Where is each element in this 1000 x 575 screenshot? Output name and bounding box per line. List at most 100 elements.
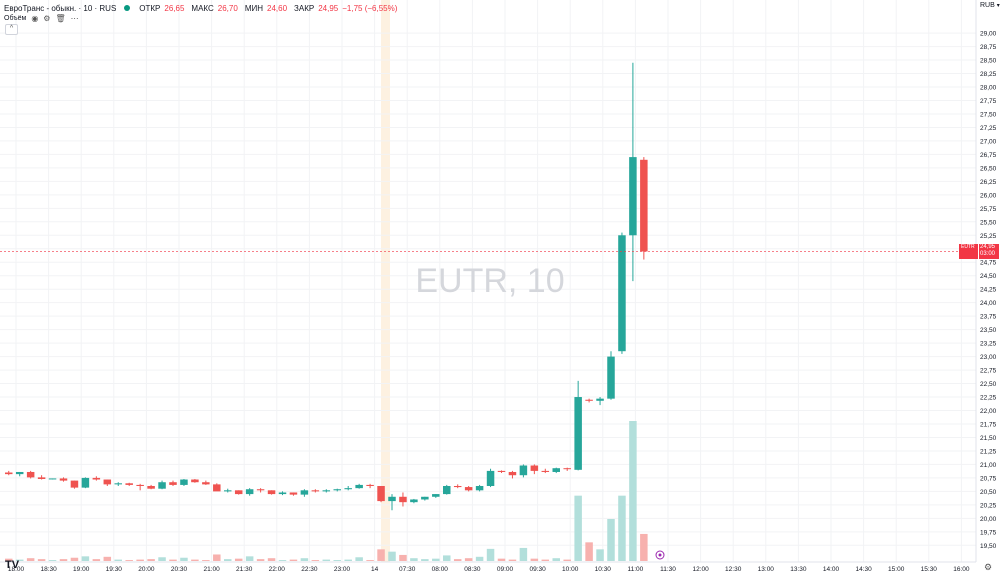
- candle-body: [574, 397, 582, 470]
- time-tick-label: 15:30: [921, 566, 938, 573]
- more-icon[interactable]: ⋯: [70, 13, 79, 23]
- volume-bar: [202, 560, 210, 561]
- volume-bar: [289, 559, 298, 561]
- volume-bar: [59, 559, 68, 561]
- time-tick-label: 22:00: [269, 566, 286, 573]
- collapse-legend-button[interactable]: ^: [5, 24, 18, 35]
- price-tick-label: 24,50: [980, 273, 997, 280]
- volume-legend: Объём ◉ ⚙ 🗑 ⋯: [4, 13, 79, 23]
- price-tick-label: 25,75: [980, 206, 997, 213]
- volume-bar: [92, 559, 101, 561]
- settings-icon[interactable]: ⚙: [43, 13, 51, 23]
- volume-bar: [388, 551, 396, 561]
- price-tick-label: 26,00: [980, 192, 997, 199]
- candle-body: [15, 471, 24, 475]
- volume-bar: [453, 559, 462, 561]
- candle-body: [70, 480, 79, 488]
- candle-body: [26, 471, 35, 478]
- time-tick-label: 11:30: [660, 566, 676, 573]
- candle-body: [322, 490, 331, 492]
- price-tick-label: 22,00: [980, 408, 997, 415]
- price-tick-label: 25,50: [980, 219, 997, 226]
- candle-body: [267, 490, 276, 495]
- volume-bar: [629, 421, 637, 561]
- price-tick-label: 21,75: [980, 421, 997, 428]
- price-tick-label: 22,25: [980, 395, 997, 402]
- candle-body: [256, 489, 265, 491]
- price-tag-symbol: EUTR: [961, 244, 975, 250]
- time-tick-label: 12:00: [692, 566, 709, 573]
- volume-bar: [267, 558, 276, 561]
- time-tick-label: 10:30: [595, 566, 612, 573]
- price-tick-label: 25,25: [980, 233, 997, 240]
- low-label: МИН: [244, 3, 264, 13]
- delete-icon[interactable]: 🗑: [55, 13, 66, 23]
- candle-body: [497, 470, 506, 472]
- symbol-watermark: EUTR, 10: [415, 262, 565, 300]
- candle-body: [443, 485, 451, 495]
- session-break-highlight: [381, 0, 390, 562]
- volume-bar: [508, 559, 517, 561]
- time-tick-label: 13:00: [758, 566, 775, 573]
- volume-bar: [136, 559, 144, 561]
- price-tick-label: 28,25: [980, 71, 997, 78]
- volume-bar: [245, 556, 254, 561]
- symbol-title[interactable]: ЕвроТранс - обыкн. · 10 · RUS: [4, 3, 117, 13]
- open-label: ОТКР: [139, 3, 161, 13]
- candle-body: [640, 159, 648, 252]
- volume-bar: [596, 549, 604, 561]
- chart-settings-icon[interactable]: ⚙: [984, 562, 993, 572]
- volume-bar: [410, 558, 418, 561]
- candle-body: [92, 477, 101, 480]
- candle-body: [410, 499, 418, 503]
- volume-bar: [224, 559, 232, 561]
- volume-bar: [48, 560, 57, 561]
- price-tick-label: 20,50: [980, 489, 997, 496]
- time-axis[interactable]: 18:00 18:30 19:00 19:30 20:00 20:30 21:00 21:30…: [8, 566, 970, 573]
- currency-selector[interactable]: RUB ▾: [980, 2, 1000, 9]
- eye-icon[interactable]: ◉: [31, 13, 39, 23]
- change-value: −1,75 (−6,55%): [342, 3, 398, 13]
- price-axis[interactable]: 29,00 28,75 28,50 28,25 28,00 27,75 27,50 27,25…: [980, 31, 997, 550]
- volume-bar: [147, 559, 155, 561]
- time-tick-label: 10:00: [562, 566, 579, 573]
- candle-body: [399, 496, 407, 503]
- volume-label[interactable]: Объём: [4, 14, 27, 22]
- candle-body: [530, 465, 539, 471]
- candle-body: [37, 477, 46, 479]
- close-label: ЗАКР: [294, 3, 315, 13]
- volume-bar: [541, 559, 550, 561]
- candle-body: [136, 484, 144, 486]
- price-tick-label: 24,25: [980, 287, 997, 294]
- candles: [5, 62, 648, 511]
- candle-body: [388, 496, 396, 502]
- volume-bar: [158, 557, 166, 561]
- candle-body: [125, 483, 133, 485]
- time-tick-label: 11:00: [628, 566, 644, 573]
- candle-body: [607, 356, 615, 399]
- candle-body: [169, 482, 177, 485]
- volume-bar: [125, 560, 133, 561]
- price-tick-label: 23,00: [980, 354, 997, 361]
- candle-body: [5, 472, 13, 475]
- volume-bar: [530, 558, 539, 561]
- candle-body: [355, 484, 363, 489]
- volume-bar: [81, 556, 90, 561]
- candle-body: [48, 478, 57, 480]
- volume-bar: [519, 547, 528, 561]
- time-tick-label: 21:00: [203, 566, 220, 573]
- tradingview-logo-icon[interactable]: TV: [5, 559, 20, 571]
- time-tick-label: 20:00: [138, 566, 155, 573]
- candle-body: [300, 490, 309, 495]
- candle-body: [366, 484, 374, 486]
- candle-body: [81, 477, 90, 488]
- volume-bar: [344, 559, 352, 561]
- volume-bar: [486, 548, 495, 561]
- candle-body: [541, 470, 550, 472]
- price-tick-label: 21,00: [980, 462, 997, 469]
- open-value: 26,65: [164, 3, 185, 13]
- price-tick-label: 24,00: [980, 300, 997, 307]
- volume-bar: [574, 495, 582, 561]
- candle-body: [585, 399, 593, 401]
